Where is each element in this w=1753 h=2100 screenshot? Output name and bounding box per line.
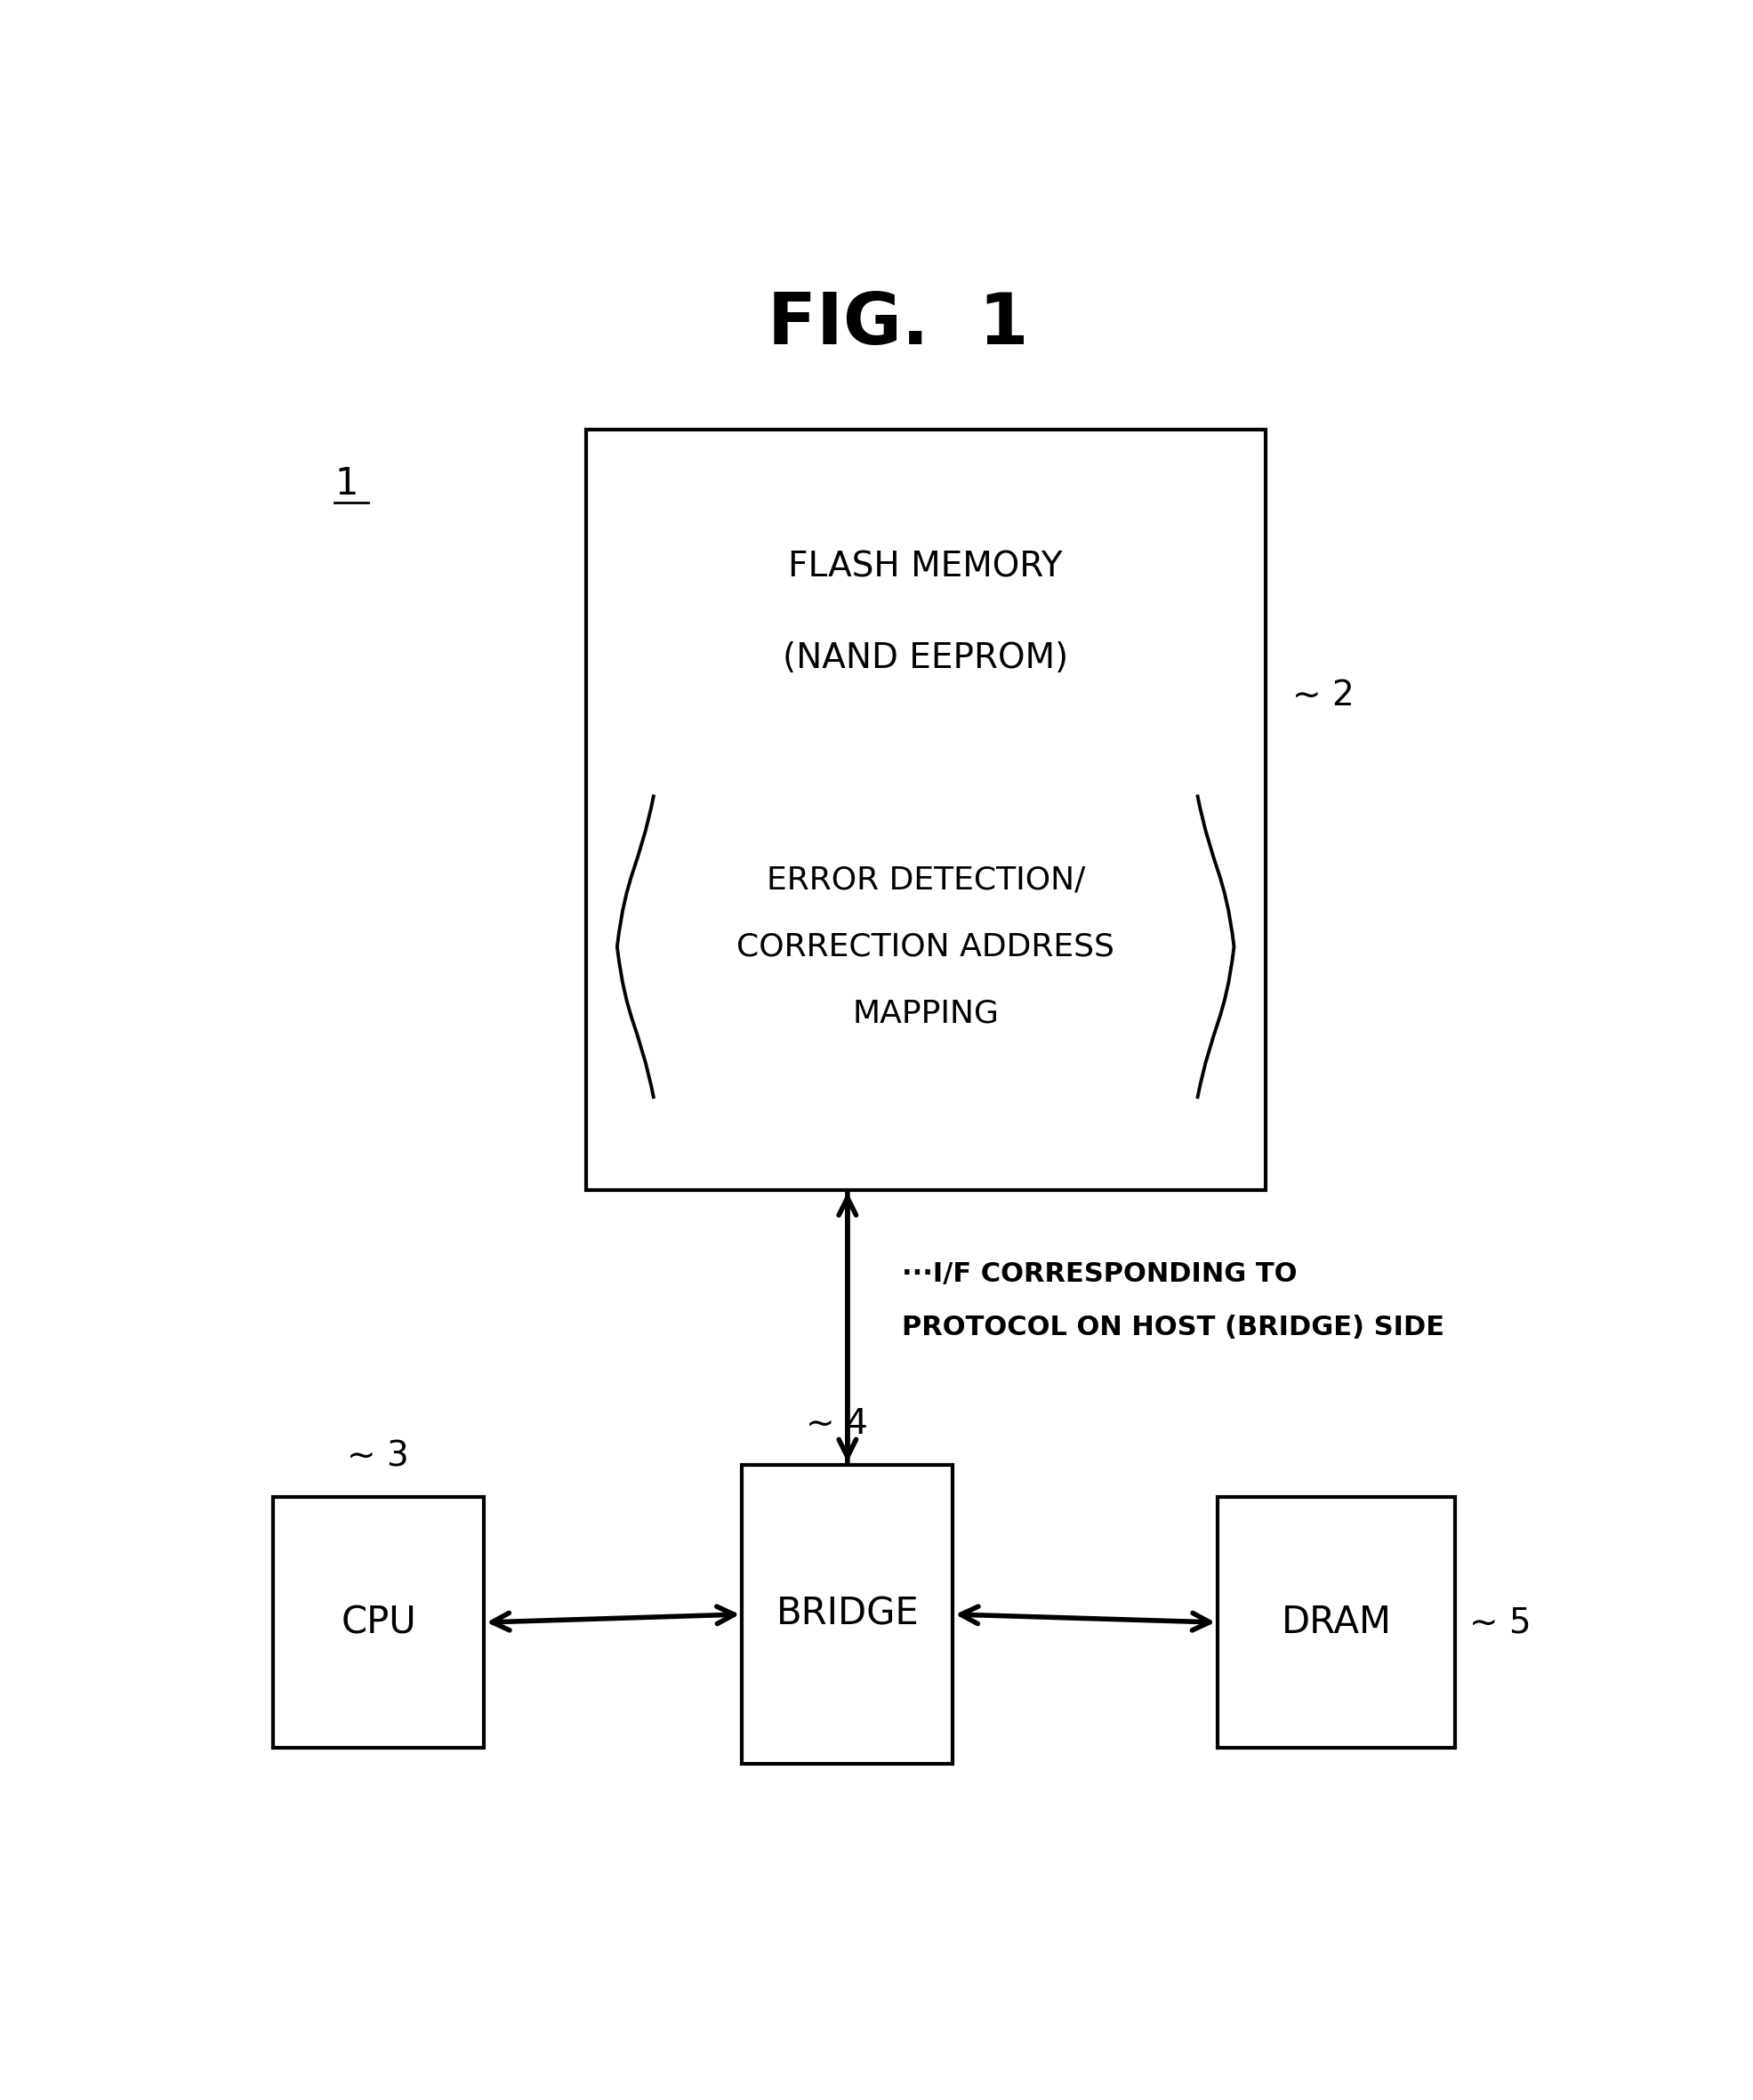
Text: ∼ 2: ∼ 2 — [1292, 678, 1355, 712]
Text: ∼ 5: ∼ 5 — [1469, 1606, 1530, 1640]
Text: ···I/F CORRESPONDING TO: ···I/F CORRESPONDING TO — [901, 1260, 1297, 1287]
Text: PROTOCOL ON HOST (BRIDGE) SIDE: PROTOCOL ON HOST (BRIDGE) SIDE — [901, 1315, 1444, 1340]
Bar — [1218, 1497, 1455, 1747]
Text: FLASH MEMORY: FLASH MEMORY — [789, 550, 1062, 584]
Bar — [742, 1466, 954, 1764]
Text: CORRECTION ADDRESS: CORRECTION ADDRESS — [736, 932, 1115, 962]
Text: ∼ 4: ∼ 4 — [805, 1407, 868, 1441]
Text: FIG.  1: FIG. 1 — [768, 290, 1029, 359]
Bar — [586, 430, 1266, 1191]
Text: ∼ 3: ∼ 3 — [347, 1441, 408, 1474]
Text: ERROR DETECTION/: ERROR DETECTION/ — [766, 865, 1085, 895]
Text: 1: 1 — [335, 466, 358, 502]
Text: (NAND EEPROM): (NAND EEPROM) — [784, 640, 1068, 674]
Text: BRIDGE: BRIDGE — [777, 1596, 919, 1634]
Bar — [273, 1497, 484, 1747]
Text: MAPPING: MAPPING — [852, 997, 999, 1029]
Text: CPU: CPU — [342, 1604, 417, 1640]
Text: DRAM: DRAM — [1281, 1604, 1392, 1640]
